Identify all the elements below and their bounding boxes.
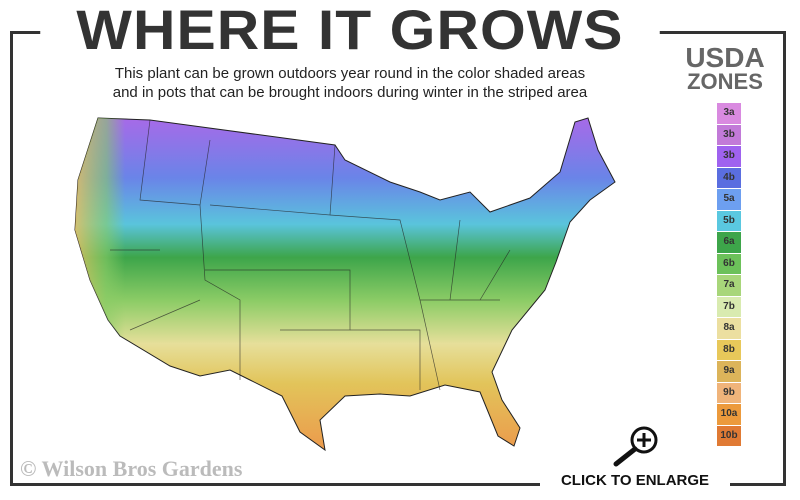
legend-zone-5a: 5a: [717, 189, 741, 210]
zone-legend: 3a 3b 3b 4b 5a 5b 6a 6b 7a 7b 8a 8b 9a 9b 10a 10b: [717, 103, 741, 447]
legend-zone-6a: 6a: [717, 232, 741, 253]
usda-zone-map[interactable]: [60, 100, 620, 460]
legend-zone-6b: 6b: [717, 253, 741, 274]
legend-zone-3b: 3b: [717, 146, 741, 167]
subtitle: This plant can be grown outdoors year ro…: [40, 64, 660, 102]
legend-zone-9b: 9b: [717, 382, 741, 403]
subtitle-line-2: and in pots that can be brought indoors …: [112, 84, 588, 101]
legend-zone-7a: 7a: [717, 275, 741, 296]
magnifier-plus-icon[interactable]: [608, 424, 664, 468]
frame-top-right: [655, 31, 786, 34]
legend-zone-10a: 10a: [717, 404, 741, 425]
frame-top-left: [10, 31, 55, 34]
state-borders: [110, 119, 511, 391]
legend-zone-10b: 10b: [717, 425, 741, 446]
legend-zone-8b: 8b: [717, 339, 741, 360]
us-landmass: [74, 117, 616, 452]
legend-zone-4b: 4b: [717, 167, 741, 188]
copyright: © Wilson Bros Gardens: [20, 456, 243, 481]
legend-zone-5b: 5b: [717, 210, 741, 231]
legend-zone-3b: 3b: [717, 124, 741, 145]
click-to-enlarge-button[interactable]: CLICK TO ENLARGE: [540, 470, 730, 491]
west-coast-warm-zone: [75, 118, 200, 366]
legend-zone-3a: 3a: [717, 103, 741, 124]
legend-zone-9a: 9a: [717, 361, 741, 382]
page-title: WHERE IT GROWS: [40, 0, 660, 62]
subtitle-line-1: This plant can be grown outdoors year ro…: [114, 65, 586, 82]
map-frame: [10, 31, 786, 486]
legend-zone-7b: 7b: [717, 296, 741, 317]
legend-title: USDA ZONES: [685, 42, 765, 94]
legend-zone-8a: 8a: [717, 318, 741, 339]
